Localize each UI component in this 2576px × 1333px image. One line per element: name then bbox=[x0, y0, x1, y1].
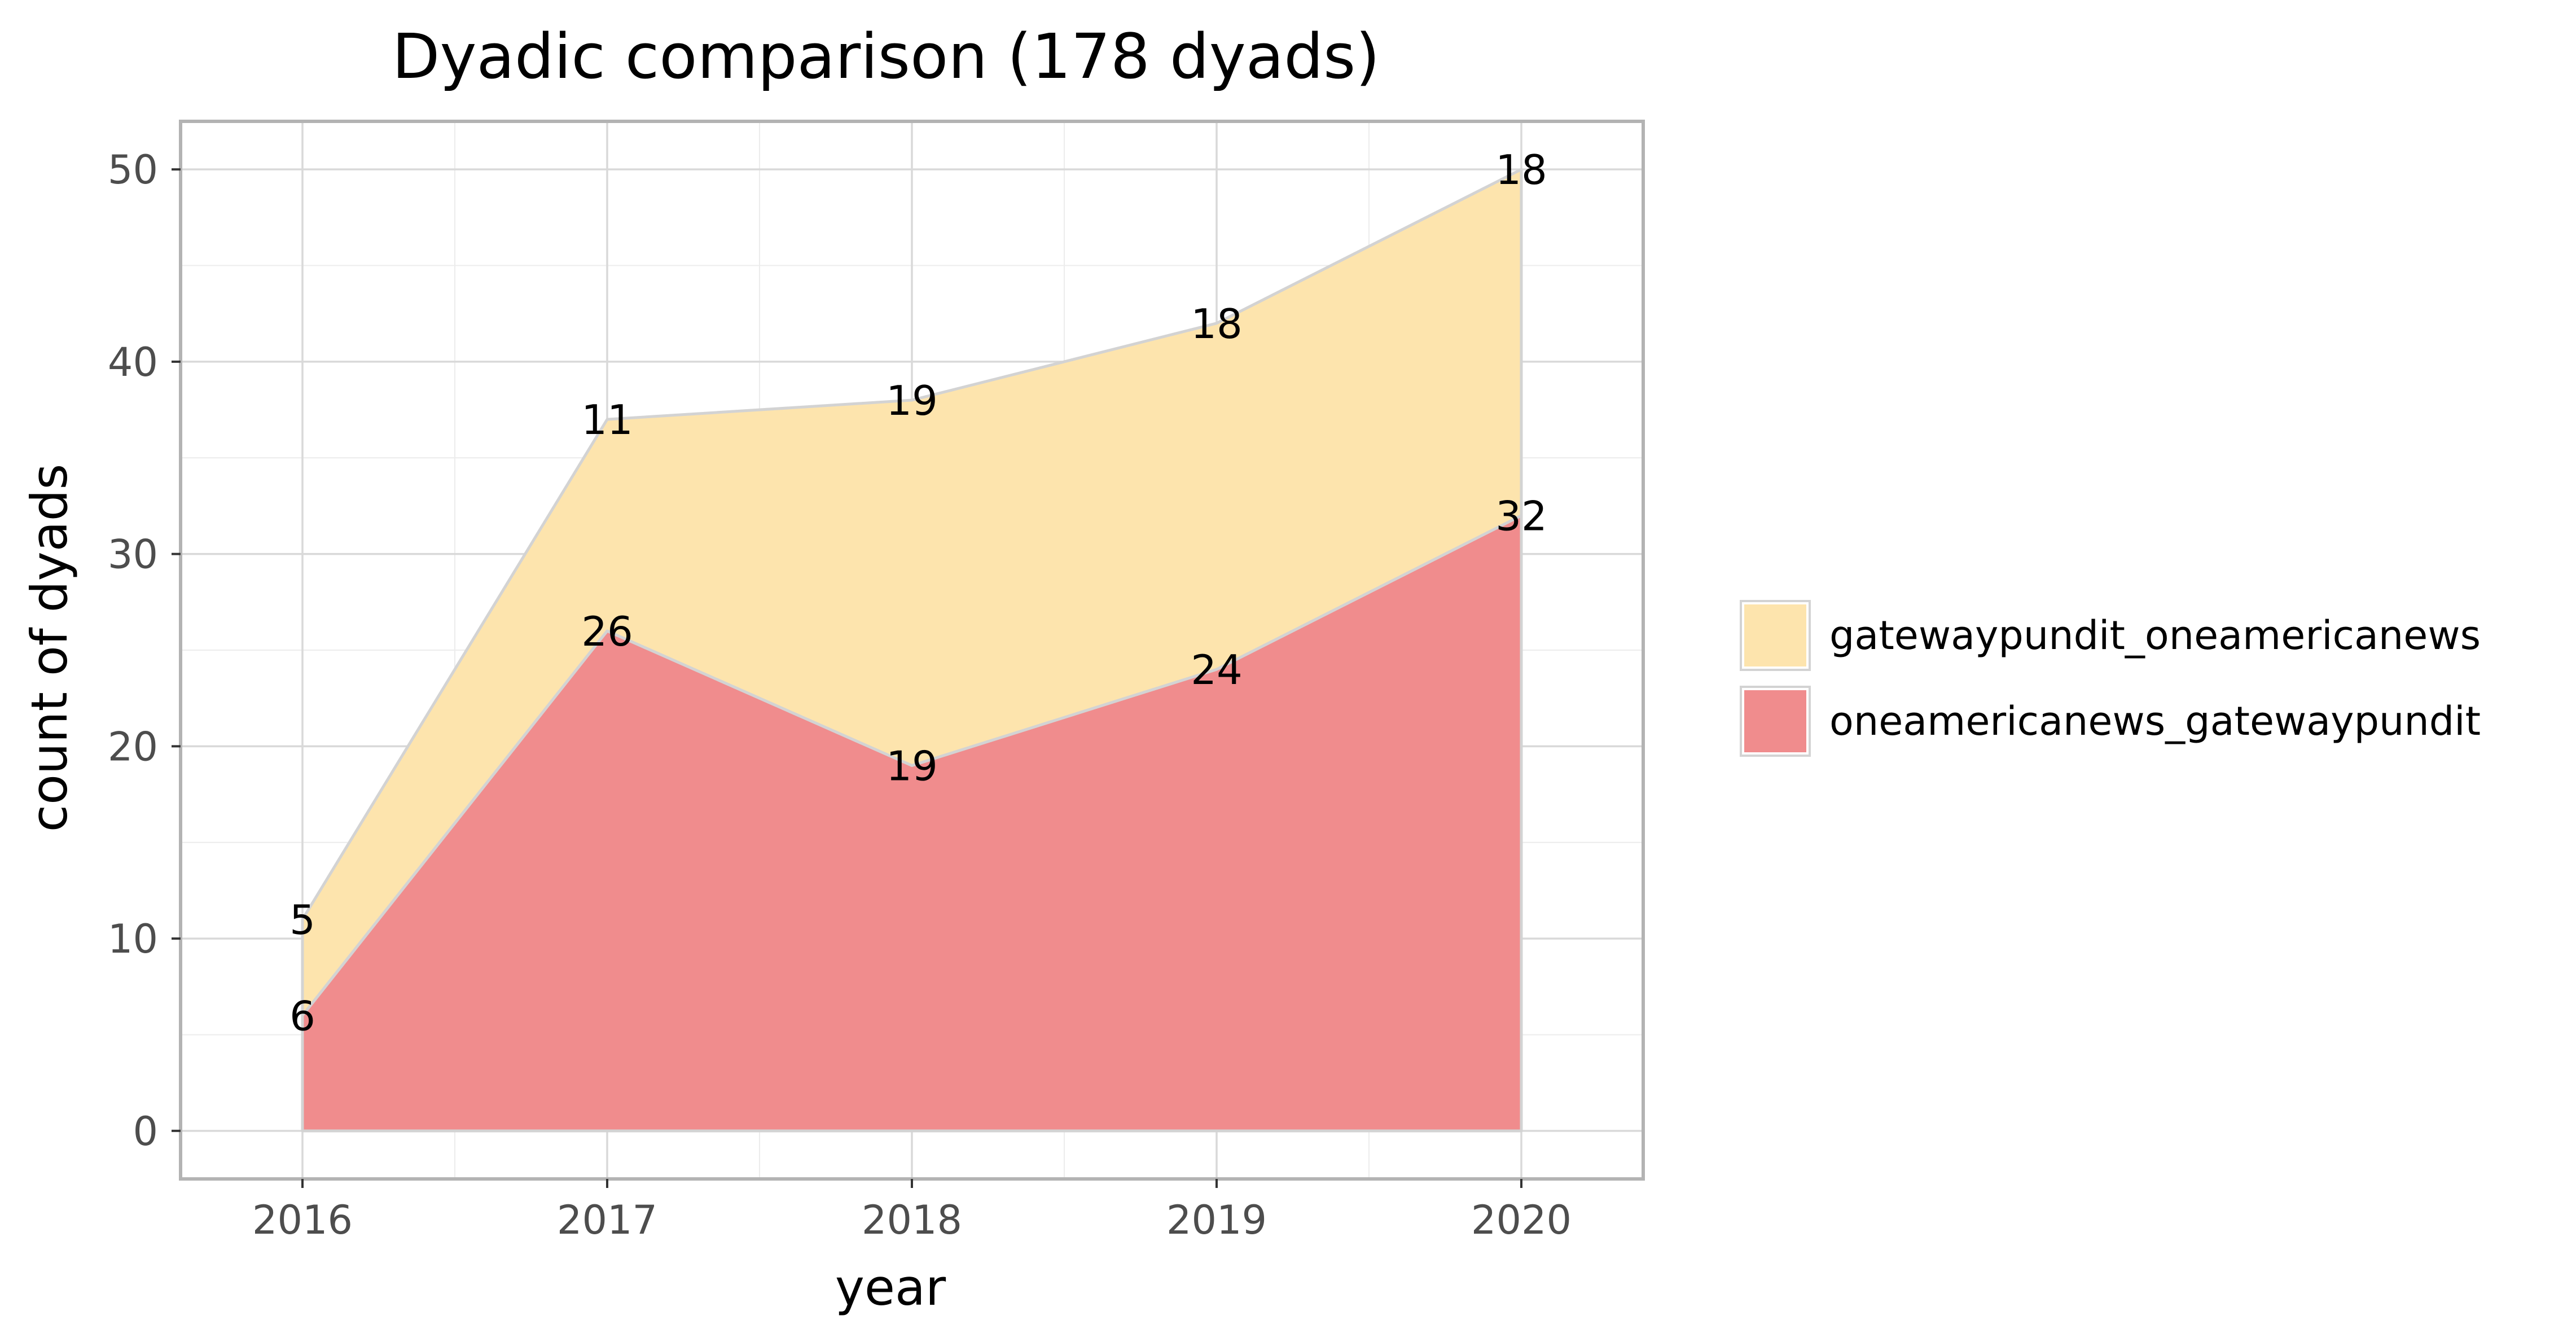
data-label: 5 bbox=[289, 896, 315, 944]
legend-label: gatewaypundit_oneamericanews bbox=[1829, 612, 2481, 659]
x-tick-label: 2019 bbox=[1166, 1197, 1267, 1243]
y-tick-label: 20 bbox=[108, 723, 158, 770]
x-tick-label: 2016 bbox=[252, 1197, 353, 1243]
chart-title: Dyadic comparison (178 dyads) bbox=[392, 20, 1380, 93]
data-label: 32 bbox=[1495, 492, 1547, 540]
y-tick-label: 30 bbox=[108, 532, 158, 578]
data-label: 24 bbox=[1191, 646, 1243, 694]
data-label: 18 bbox=[1495, 146, 1547, 194]
data-label: 11 bbox=[581, 396, 633, 444]
data-label: 26 bbox=[581, 608, 633, 655]
data-labels: 6 26 19 24 32 5 11 19 18 18 bbox=[289, 146, 1547, 1040]
area-series bbox=[301, 168, 1523, 1133]
legend-swatch bbox=[1744, 604, 1806, 666]
y-tick-label: 40 bbox=[108, 339, 158, 385]
y-tick-label: 10 bbox=[108, 916, 158, 962]
data-label: 6 bbox=[289, 992, 315, 1040]
legend-label: oneamericanews_gatewaypundit bbox=[1829, 698, 2481, 744]
data-label: 19 bbox=[886, 377, 938, 424]
legend-swatch bbox=[1744, 690, 1806, 752]
data-label: 18 bbox=[1191, 300, 1243, 348]
y-tick-label: 0 bbox=[133, 1108, 158, 1155]
x-tick-label: 2018 bbox=[862, 1197, 962, 1243]
area-gatewaypundit-oneamericanews bbox=[301, 168, 1523, 1017]
y-tick-label: 50 bbox=[108, 147, 158, 193]
x-tick-label: 2020 bbox=[1471, 1197, 1572, 1243]
x-axis-ticks: 2016 2017 2018 2019 2020 bbox=[252, 1179, 1572, 1243]
legend: gatewaypundit_oneamericanews oneamericane… bbox=[1740, 600, 2481, 757]
y-axis-ticks: 0 10 20 30 40 50 bbox=[108, 147, 181, 1155]
x-axis-title: year bbox=[835, 1259, 946, 1317]
x-tick-label: 2017 bbox=[557, 1197, 657, 1243]
data-label: 19 bbox=[886, 742, 938, 790]
y-axis-title: count of dyads bbox=[20, 464, 78, 832]
